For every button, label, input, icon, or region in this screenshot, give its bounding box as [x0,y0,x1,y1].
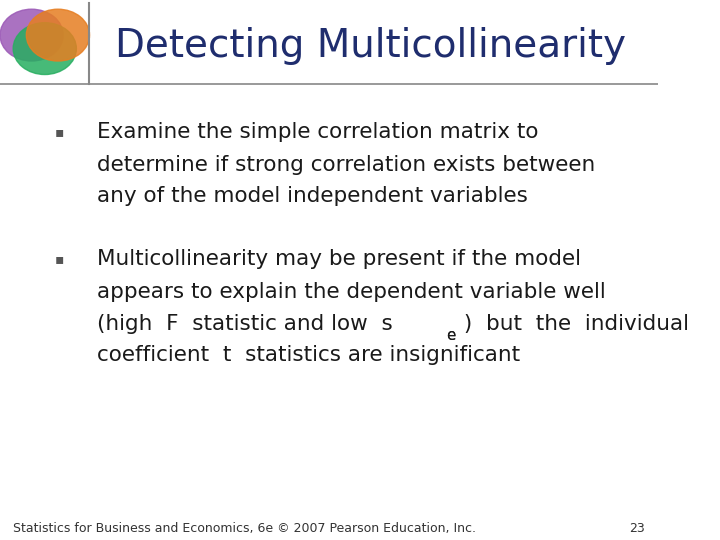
Text: (high  F  statistic and low  s: (high F statistic and low s [97,314,393,334]
Text: Detecting Multicollinearity: Detecting Multicollinearity [115,27,626,65]
Text: 23: 23 [629,522,645,535]
Text: ▪: ▪ [55,125,64,139]
Text: determine if strong correlation exists between: determine if strong correlation exists b… [97,154,595,175]
Text: e: e [446,328,456,343]
Circle shape [13,23,76,75]
Text: Examine the simple correlation matrix to: Examine the simple correlation matrix to [97,122,539,143]
Text: ▪: ▪ [55,252,64,266]
Text: coefficient  t  statistics are insignificant: coefficient t statistics are insignifica… [97,345,521,366]
Text: Statistics for Business and Economics, 6e © 2007 Pearson Education, Inc.: Statistics for Business and Economics, 6… [13,522,476,535]
Circle shape [27,9,89,61]
Text: e: e [446,328,456,343]
Text: appears to explain the dependent variable well: appears to explain the dependent variabl… [97,281,606,302]
Text: Multicollinearity may be present if the model: Multicollinearity may be present if the … [97,249,582,269]
Text: any of the model independent variables: any of the model independent variables [97,186,528,206]
Text: )  but  the  individual: ) but the individual [457,314,689,334]
Circle shape [0,9,63,61]
